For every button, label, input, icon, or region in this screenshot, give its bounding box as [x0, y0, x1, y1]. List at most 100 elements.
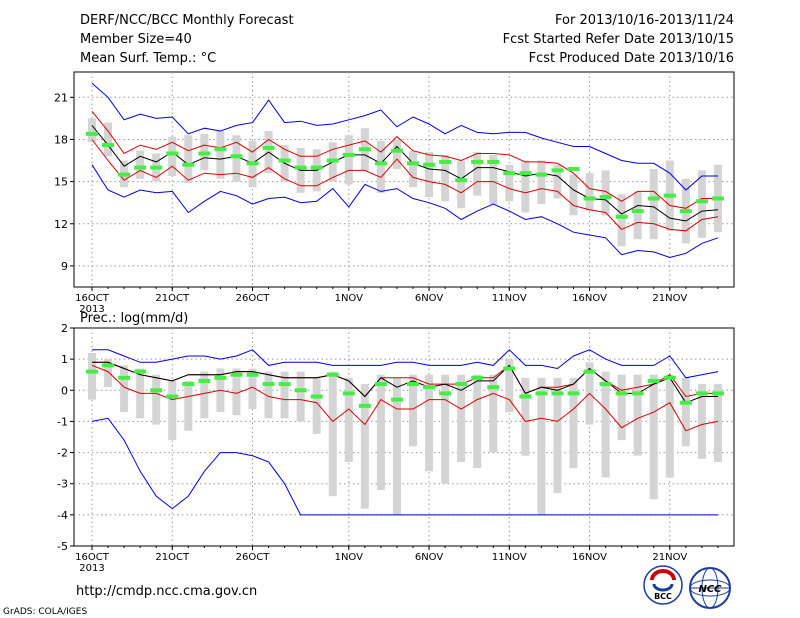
- member-box: [681, 377, 690, 447]
- member-box: [296, 371, 305, 422]
- median-marker: [342, 391, 355, 396]
- member-box: [168, 136, 177, 176]
- x-tick-label: 26OCT: [236, 552, 271, 563]
- median-marker: [519, 394, 532, 399]
- y-tick-label: -2: [57, 447, 68, 460]
- median-marker: [326, 158, 339, 163]
- member-box: [569, 377, 578, 469]
- median-marker: [230, 154, 243, 159]
- median-marker: [631, 391, 644, 396]
- median-marker: [374, 161, 387, 166]
- member-box: [617, 194, 626, 247]
- member-box: [232, 368, 241, 416]
- member-box: [88, 118, 96, 143]
- median-marker: [631, 209, 644, 214]
- member-box: [232, 135, 241, 182]
- median-marker: [455, 178, 468, 183]
- member-box: [104, 122, 113, 157]
- member-box: [280, 371, 289, 419]
- member-box: [264, 371, 273, 419]
- member-box: [104, 359, 113, 388]
- median-marker: [134, 165, 147, 170]
- y-tick-label: 0: [61, 384, 68, 397]
- bcc-logo-text: BCC: [654, 592, 672, 601]
- median-marker: [599, 382, 612, 387]
- member-box: [489, 154, 498, 205]
- median-marker: [663, 193, 676, 198]
- y-tick-label: 1: [61, 353, 68, 366]
- member-box: [489, 374, 498, 453]
- median-marker: [487, 385, 500, 390]
- member-box: [441, 154, 450, 202]
- member-box: [649, 168, 658, 240]
- median-marker: [358, 147, 371, 152]
- median-marker: [358, 403, 371, 408]
- median-marker: [246, 372, 259, 377]
- x-tick-label: 1NOV: [335, 293, 364, 304]
- median-marker: [599, 195, 612, 200]
- series-min-line: [91, 164, 719, 259]
- series-min-line: [91, 417, 718, 516]
- member-box: [441, 374, 450, 484]
- member-box: [553, 377, 562, 494]
- x-tick-label: 21NOV: [652, 293, 687, 304]
- member-box: [505, 164, 514, 202]
- precip-variable-label: Prec.: log(mm/d): [80, 311, 188, 326]
- series-upper-line: [91, 110, 718, 209]
- median-marker: [166, 151, 179, 156]
- median-marker: [551, 168, 564, 173]
- median-marker: [615, 391, 628, 396]
- median-marker: [519, 171, 532, 176]
- source-url[interactable]: http://cmdp.ncc.cma.gov.cn: [76, 584, 257, 599]
- median-marker: [310, 394, 323, 399]
- median-marker: [214, 375, 227, 380]
- member-box: [392, 377, 401, 515]
- x-tick-label: 6NOV: [415, 552, 444, 563]
- member-box: [633, 374, 642, 456]
- median-marker: [503, 171, 516, 176]
- member-box: [425, 374, 434, 472]
- median-marker: [262, 382, 275, 387]
- member-box: [473, 152, 482, 196]
- median-marker: [535, 391, 548, 396]
- member-box: [328, 371, 337, 497]
- produced-date: Fcst Produced Date 2013/10/16: [529, 51, 734, 66]
- median-marker: [150, 388, 163, 393]
- median-marker: [567, 166, 580, 171]
- y-tick-label: -5: [57, 540, 68, 553]
- median-marker: [663, 375, 676, 380]
- member-box: [344, 377, 353, 462]
- median-marker: [118, 375, 131, 380]
- member-box: [521, 377, 530, 456]
- median-marker: [647, 378, 660, 383]
- precipitation-panel: -5 -4 -3 -2 -1 0 1 2 16OCT 21OCT 26OCT 1NOV 6NOV 11NO…: [57, 322, 735, 574]
- y-tick-label: -4: [57, 509, 68, 522]
- median-marker: [679, 400, 692, 405]
- y-tick-label: -1: [57, 415, 68, 428]
- y-tick-label: -3: [57, 478, 68, 491]
- member-box: [425, 152, 434, 198]
- member-box: [553, 164, 562, 199]
- median-marker: [102, 143, 115, 148]
- median-marker: [423, 385, 436, 390]
- median-marker: [407, 382, 419, 387]
- member-box: [713, 384, 722, 462]
- median-marker: [134, 369, 147, 374]
- series-lower-line: [91, 364, 719, 432]
- member-box: [665, 374, 674, 478]
- member-box: [585, 173, 594, 212]
- x-tick-label: 16NOV: [572, 293, 607, 304]
- member-box: [473, 374, 482, 469]
- x-tick-label: 11NOV: [492, 552, 527, 563]
- member-box: [505, 359, 514, 413]
- median-marker: [342, 152, 355, 157]
- median-marker: [102, 363, 115, 368]
- median-marker: [390, 397, 403, 402]
- y-tick-label: 9: [61, 260, 68, 273]
- figure-title: DERF/NCC/BCC Monthly Forecast: [80, 13, 294, 28]
- member-box: [88, 352, 96, 400]
- series-lower-line: [91, 139, 719, 232]
- member-box: [216, 131, 225, 179]
- median-marker: [278, 158, 291, 163]
- median-marker: [647, 196, 660, 201]
